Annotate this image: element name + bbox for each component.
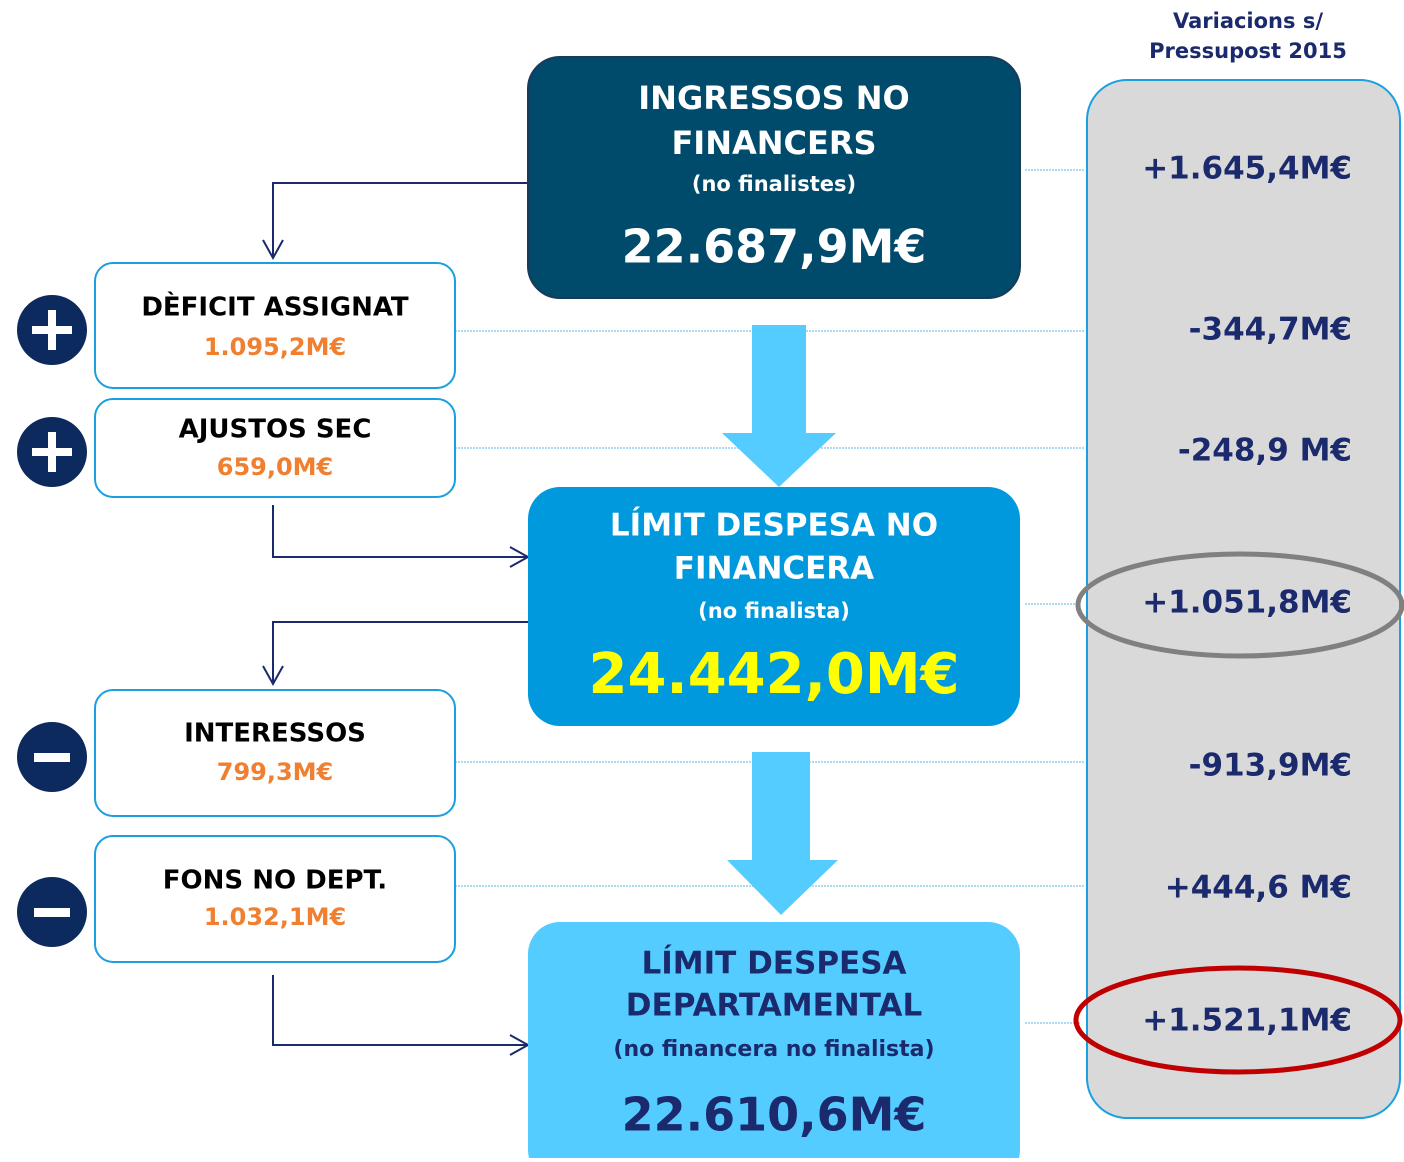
variation: -344,7M€ — [1189, 312, 1352, 348]
side-title: INTERESSOS — [184, 719, 366, 749]
box-title: DEPARTAMENTAL — [626, 988, 922, 1024]
box-value: 22.610,6M€ — [622, 1088, 927, 1142]
highlight-ellipse — [1073, 965, 1403, 1075]
box-value: 22.687,9M€ — [622, 220, 927, 274]
variation: +1.521,1M€ — [1142, 1003, 1352, 1039]
box-title: FINANCERA — [674, 551, 874, 587]
side-value: 1.032,1M€ — [204, 903, 346, 931]
variation: -248,9 M€ — [1178, 433, 1352, 469]
header-line: Pressupost 2015 — [1149, 39, 1347, 63]
side-box — [94, 689, 456, 817]
side-title: DÈFICIT ASSIGNAT — [141, 291, 409, 323]
side-title: AJUSTOS SEC — [179, 415, 372, 445]
highlight-ellipse — [1075, 551, 1404, 659]
side-box — [94, 835, 456, 963]
main-box — [528, 922, 1020, 1162]
side-value: 1.095,2M€ — [204, 333, 346, 361]
main-box — [527, 56, 1021, 299]
box-title: LÍMIT DESPESA NO — [610, 508, 938, 544]
variation: +1.051,8M€ — [1142, 585, 1352, 621]
side-value: 799,3M€ — [217, 758, 334, 786]
box-title: INGRESSOS NO — [638, 79, 909, 117]
box-title: LÍMIT DESPESA — [641, 946, 906, 982]
side-value: 659,0M€ — [217, 453, 334, 481]
variation: -913,9M€ — [1189, 748, 1352, 784]
header-line: Variacions s/ — [1173, 9, 1323, 33]
flow-arrow — [722, 325, 836, 487]
box-subtitle: (no finalista) — [698, 599, 850, 623]
flow-arrow — [727, 752, 838, 915]
sign-icons — [17, 295, 87, 947]
variation: +1.645,4M€ — [1142, 151, 1352, 187]
side-box — [94, 262, 456, 389]
box-subtitle: (no finalistes) — [692, 172, 856, 196]
variation: +444,6 M€ — [1165, 870, 1352, 906]
side-title: FONS NO DEPT. — [163, 866, 387, 896]
side-box — [94, 398, 456, 498]
box-subtitle: (no financera no finalista) — [613, 1037, 934, 1062]
sign-glyphs — [32, 310, 72, 917]
box-title: FINANCERS — [671, 124, 876, 162]
box-value: 24.442,0M€ — [588, 642, 959, 707]
main-box — [528, 487, 1020, 726]
